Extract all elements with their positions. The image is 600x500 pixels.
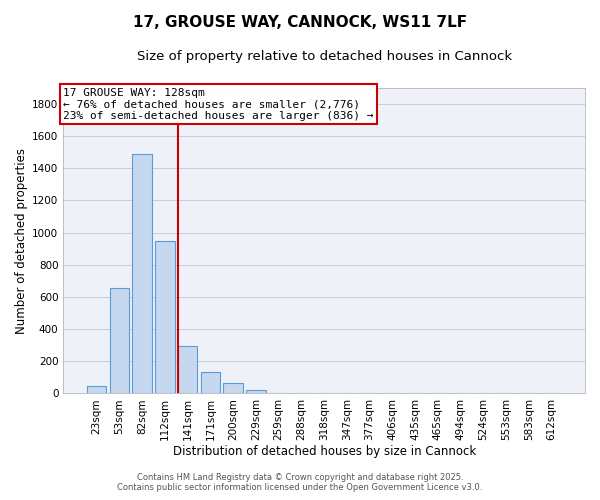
Bar xyxy=(246,390,266,394)
Bar xyxy=(155,240,175,394)
Text: 17 GROUSE WAY: 128sqm
← 76% of detached houses are smaller (2,776)
23% of semi-d: 17 GROUSE WAY: 128sqm ← 76% of detached … xyxy=(63,88,374,121)
Title: Size of property relative to detached houses in Cannock: Size of property relative to detached ho… xyxy=(137,50,512,63)
Text: 17, GROUSE WAY, CANNOCK, WS11 7LF: 17, GROUSE WAY, CANNOCK, WS11 7LF xyxy=(133,15,467,30)
Bar xyxy=(201,372,220,394)
Bar xyxy=(133,154,152,394)
Bar xyxy=(269,392,289,394)
Bar xyxy=(110,288,129,394)
Y-axis label: Number of detached properties: Number of detached properties xyxy=(15,148,28,334)
Bar xyxy=(223,383,243,394)
X-axis label: Distribution of detached houses by size in Cannock: Distribution of detached houses by size … xyxy=(173,444,476,458)
Text: Contains HM Land Registry data © Crown copyright and database right 2025.
Contai: Contains HM Land Registry data © Crown c… xyxy=(118,473,482,492)
Bar xyxy=(178,346,197,394)
Bar xyxy=(87,386,106,394)
